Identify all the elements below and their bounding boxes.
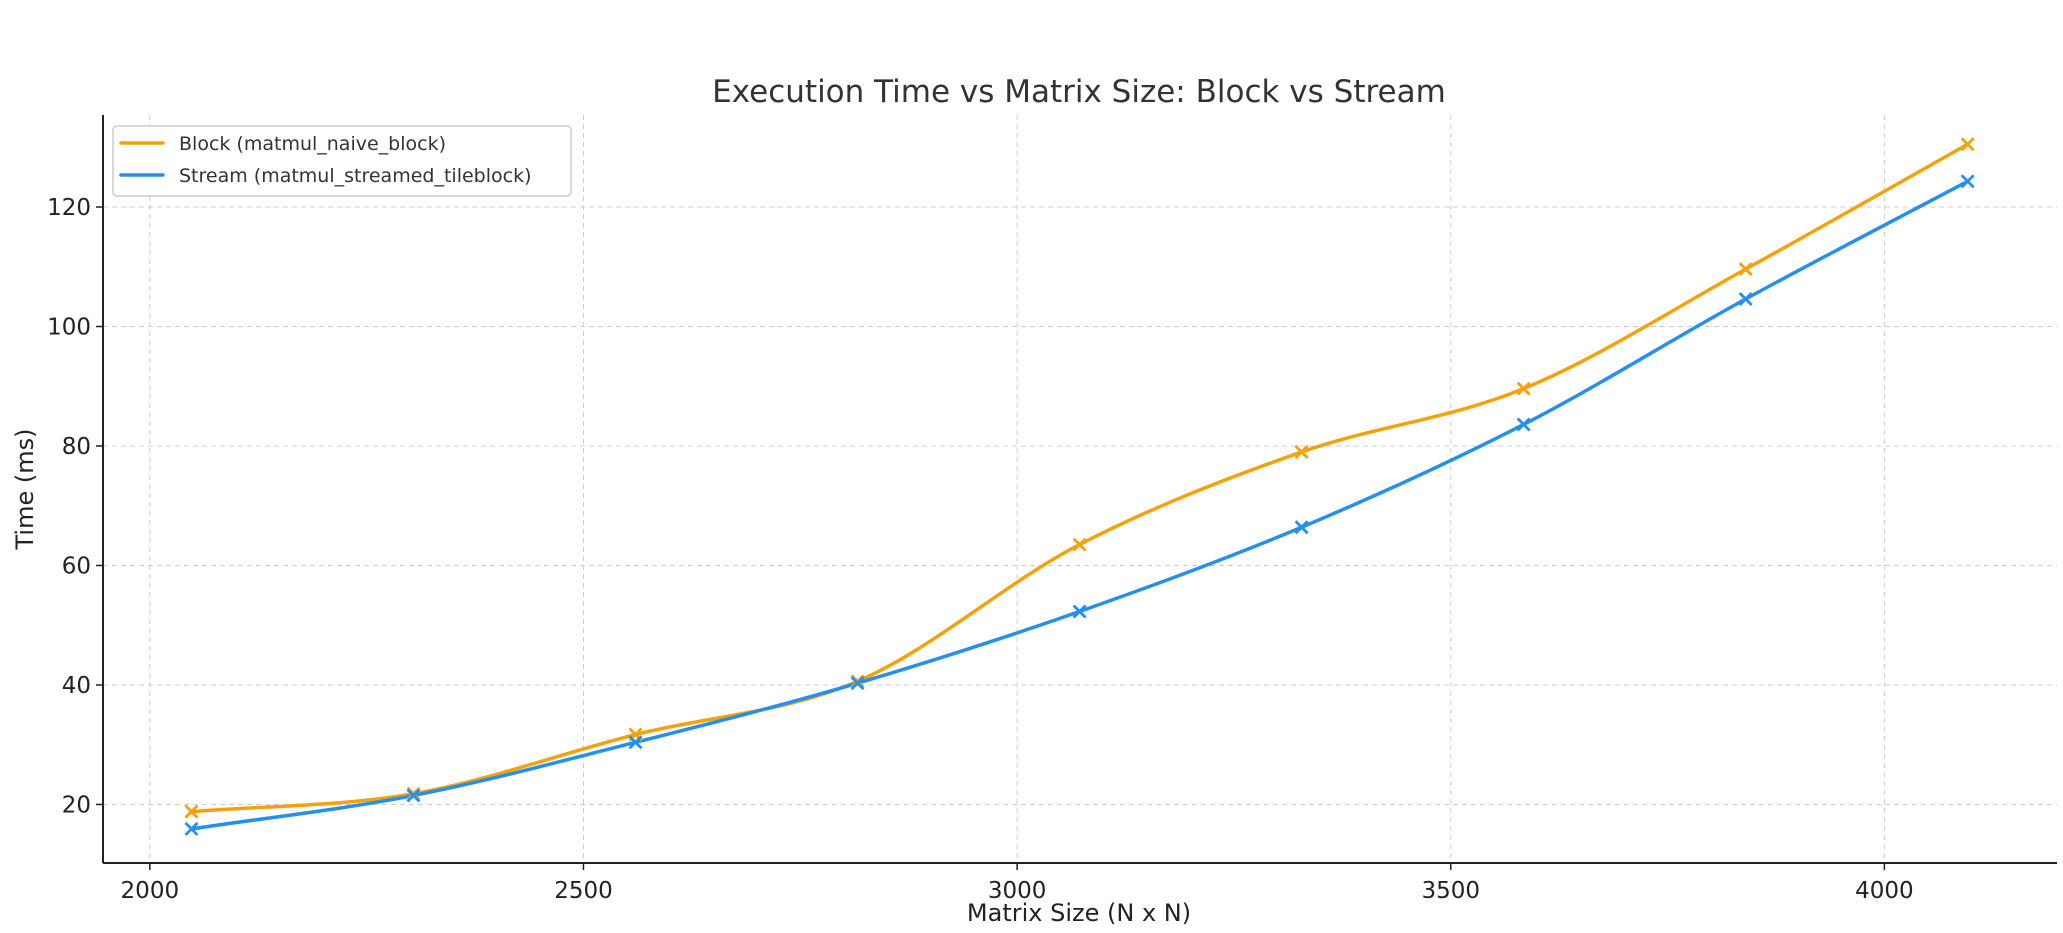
series-line-0 [189, 142, 1970, 814]
data-point-marker [184, 821, 199, 836]
series-markers [184, 137, 1975, 836]
data-point-marker [628, 735, 643, 750]
data-point-marker [1072, 604, 1087, 619]
grid [103, 115, 2057, 863]
legend: Block (matmul_naive_block) Stream (matmu… [112, 125, 572, 197]
chart-title: Execution Time vs Matrix Size: Block vs … [712, 74, 1446, 110]
x-axis-label: Matrix Size (N x N) [967, 899, 1191, 927]
y-tick-label: 80 [62, 434, 91, 460]
legend-label-stream: Stream (matmul_streamed_tileblock) [179, 165, 531, 187]
data-point-marker [1294, 520, 1309, 535]
series-line-1 [189, 179, 1970, 831]
y-tick-label: 20 [62, 792, 91, 818]
series-lines [189, 142, 1970, 831]
x-tick-label: 2000 [121, 878, 180, 904]
data-point-marker [1960, 137, 1975, 152]
y-tick-label: 60 [62, 553, 91, 579]
y-tick-label: 100 [47, 314, 91, 340]
legend-box [112, 125, 572, 197]
data-point-marker [1516, 381, 1531, 396]
data-point-marker [1516, 417, 1531, 432]
data-point-marker [1738, 292, 1753, 307]
x-ticks: 2000 2500 3000 3500 4000 [121, 863, 1914, 904]
legend-label-block: Block (matmul_naive_block) [179, 133, 446, 155]
data-point-marker [1072, 537, 1087, 552]
data-point-marker [850, 676, 865, 691]
y-tick-label: 40 [62, 673, 91, 699]
y-ticks: 20 40 60 80 100 120 [47, 195, 103, 818]
x-tick-label: 3500 [1421, 878, 1480, 904]
x-tick-label: 2500 [554, 878, 613, 904]
x-tick-label: 4000 [1855, 878, 1914, 904]
data-point-marker [184, 804, 199, 819]
data-point-marker [406, 788, 421, 803]
data-point-marker [1294, 444, 1309, 459]
x-tick-label: 3000 [988, 878, 1047, 904]
y-axis-label: Time (ms) [11, 429, 39, 551]
data-point-marker [1738, 262, 1753, 277]
y-tick-label: 120 [47, 195, 91, 221]
data-point-marker [1960, 174, 1975, 189]
